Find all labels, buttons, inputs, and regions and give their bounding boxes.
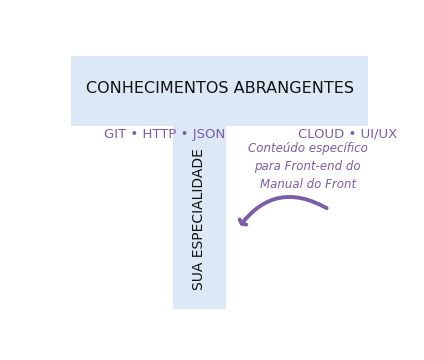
Text: Conteúdo específico
para Front-end do
Manual do Front: Conteúdo específico para Front-end do Ma… <box>248 142 368 191</box>
Bar <box>71 56 368 126</box>
Bar <box>173 121 226 309</box>
Text: CLOUD • UI/UX: CLOUD • UI/UX <box>298 128 397 141</box>
Text: CONHECIMENTOS ABRANGENTES: CONHECIMENTOS ABRANGENTES <box>86 81 354 96</box>
Text: SUA ESPECIALIDADE: SUA ESPECIALIDADE <box>192 148 206 290</box>
Text: GIT • HTTP • JSON: GIT • HTTP • JSON <box>104 128 225 141</box>
